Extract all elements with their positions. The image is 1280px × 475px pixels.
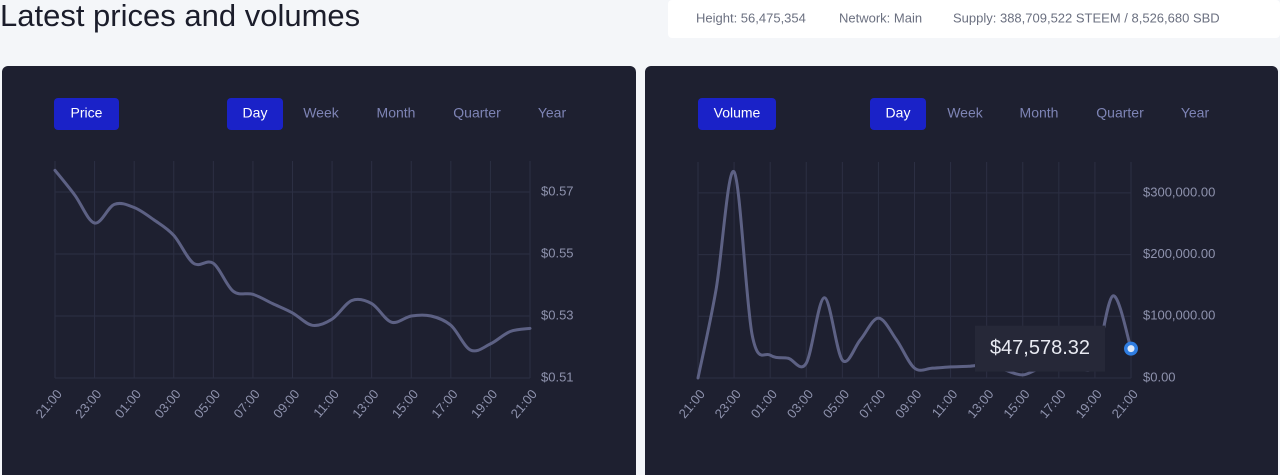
metric-button-label[interactable]: Volume [714, 105, 761, 121]
period-label[interactable]: Day [243, 105, 268, 121]
y-tick-label: $200,000.00 [1143, 246, 1215, 261]
y-tick-label: $0.53 [541, 307, 574, 322]
tooltip-label: $47,578.32 [990, 337, 1090, 359]
y-tick-label: $0.55 [541, 245, 574, 260]
metric-button[interactable] [54, 98, 119, 130]
stats-box [668, 0, 1280, 38]
page-title: Latest prices and volumes [0, 0, 360, 33]
period-label[interactable]: Quarter [453, 105, 501, 121]
period-button[interactable] [870, 98, 926, 130]
period-button[interactable] [227, 98, 283, 130]
panel [645, 66, 1278, 475]
period-label[interactable]: Week [947, 105, 984, 121]
period-label[interactable]: Month [1020, 105, 1059, 121]
period-label[interactable]: Month [377, 105, 416, 121]
stat: Network: Main [839, 10, 922, 25]
tooltip [975, 325, 1105, 372]
stat: Height: 56,475,354 [696, 10, 806, 25]
y-tick-label: $0.51 [541, 369, 574, 384]
period-label[interactable]: Day [886, 105, 911, 121]
y-tick-label: $300,000.00 [1143, 184, 1215, 199]
metric-button[interactable] [698, 98, 776, 130]
period-label[interactable]: Week [303, 105, 340, 121]
metric-button-label[interactable]: Price [71, 105, 103, 121]
y-tick-label: $100,000.00 [1143, 308, 1215, 323]
y-tick-label: $0.00 [1143, 369, 1176, 384]
panel [2, 66, 636, 475]
y-tick-label: $0.57 [541, 183, 574, 198]
period-label[interactable]: Year [1181, 105, 1210, 121]
period-label[interactable]: Year [538, 105, 567, 121]
line [53, 168, 532, 353]
stat: Supply: 388,709,522 STEEM / 8,526,680 SB… [953, 10, 1220, 25]
highlight-point-center [1127, 345, 1135, 353]
period-label[interactable]: Quarter [1096, 105, 1144, 121]
